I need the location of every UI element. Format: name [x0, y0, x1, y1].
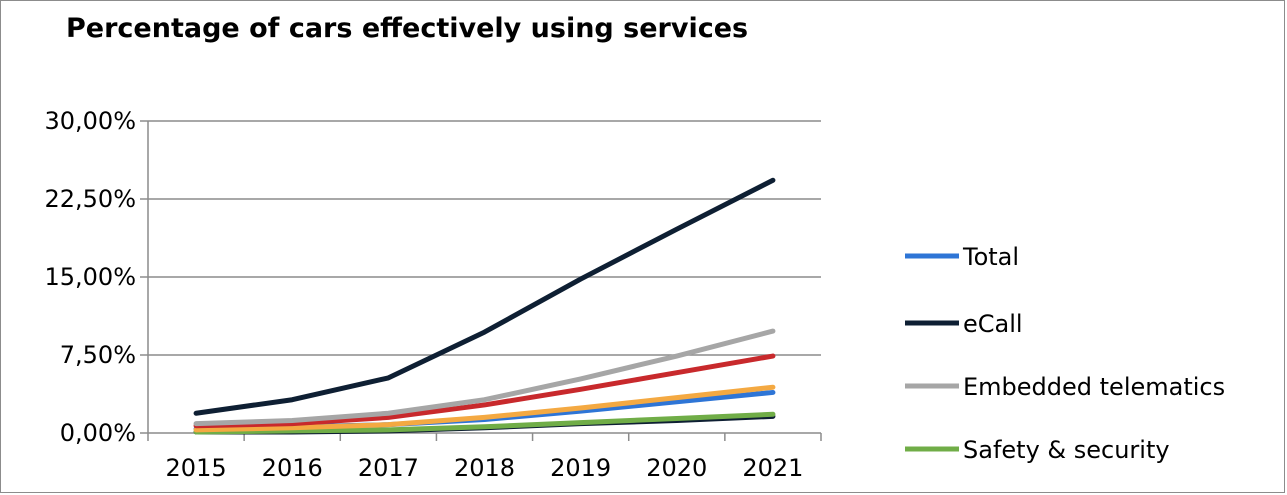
series-line — [193, 177, 776, 416]
x-tick-label: 2020 — [646, 454, 707, 482]
chart-title: Percentage of cars effectively using ser… — [66, 13, 749, 44]
grid-layer — [148, 120, 821, 356]
x-tick-label: 2018 — [454, 454, 515, 482]
x-tick-label: 2015 — [166, 454, 227, 482]
y-tick-label: 15,00% — [44, 263, 136, 291]
y-tick-label: 0,00% — [60, 419, 136, 447]
axis-layer: 0,00% 7,50% 15,00% 22,50% 30,00% 2015 2016 2017… — [44, 107, 822, 482]
x-tick-label: 2019 — [550, 454, 611, 482]
y-tick-label: 30,00% — [44, 107, 136, 135]
legend-label: Total — [962, 243, 1019, 271]
x-tick-label: 2021 — [742, 454, 803, 482]
legend-label: Safety & security — [963, 436, 1170, 464]
legend-layer: Total eCall Embedded telematics Safety & se… — [905, 243, 1225, 464]
series-layer — [193, 177, 776, 435]
legend-label: eCall — [963, 310, 1023, 338]
legend-label: Embedded telematics — [963, 373, 1225, 401]
x-tick-label: 2017 — [358, 454, 419, 482]
x-tick-label: 2016 — [262, 454, 323, 482]
series-line — [193, 328, 776, 427]
y-tick-label: 7,50% — [60, 341, 136, 369]
y-tick-label: 22,50% — [44, 185, 136, 213]
